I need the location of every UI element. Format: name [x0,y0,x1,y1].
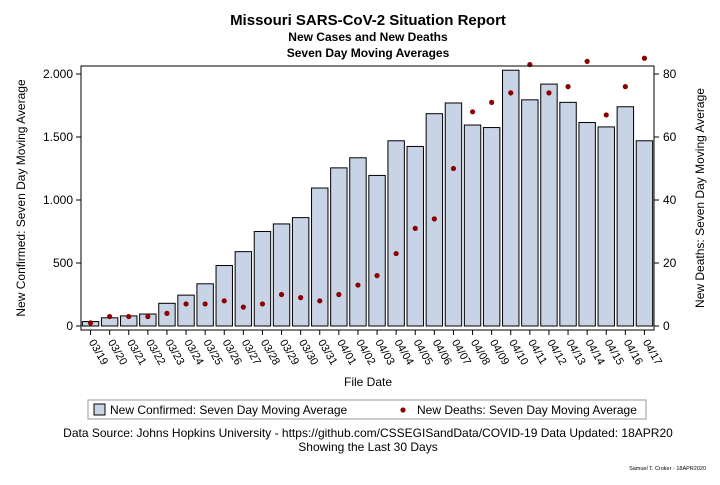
death-point [603,112,609,118]
case-bar [406,145,424,327]
left-axis-ticks: 0 500 1.000 1.500 2.000 [43,67,81,333]
left-tick-label: 1.000 [43,193,73,207]
footer-source: Data Source: Johns Hopkins University - … [63,426,673,440]
chart-title: Missouri SARS-CoV-2 Situation Report [230,12,506,29]
x-tick-label: 04/17 [640,338,664,368]
death-point [164,310,170,316]
death-point [450,165,457,172]
footer-period: Showing the Last 30 Days [298,440,437,454]
death-point [336,291,342,298]
case-bar [578,122,596,327]
death-point [259,301,266,307]
left-axis-label: New Confirmed: Seven Day Moving Average [14,79,28,317]
case-bar [559,101,577,327]
legend: New Confirmed: Seven Day Moving Average … [87,399,647,420]
death-point [298,295,304,301]
case-bar [521,99,539,327]
left-tick-label: 1.500 [43,130,73,144]
death-point [202,301,208,307]
case-bar [502,69,520,327]
death-point [546,90,552,96]
death-point [622,84,628,90]
case-bar [177,294,195,327]
death-point [221,298,227,304]
death-point [393,250,399,257]
death-point [183,301,189,307]
death-point [641,55,648,61]
plot-frame [80,65,655,331]
death-point [240,304,246,310]
case-bar [540,83,558,327]
right-tick-label: 20 [663,256,677,270]
death-points [87,55,648,326]
case-bar [635,140,654,327]
case-bar [311,187,329,327]
case-bar [272,223,291,327]
case-bar [387,140,405,327]
right-tick-label: 0 [663,319,670,333]
right-axis-ticks: 0 20 40 60 80 [654,67,677,333]
case-bar [330,167,348,327]
legend-swatch-dot [400,407,406,413]
death-point [126,313,132,320]
chart-subtitle-1: New Cases and New Deaths [288,30,448,44]
left-tick-label: 500 [53,256,73,270]
case-bar [291,217,310,327]
legend-swatch-bar [93,403,106,416]
death-point [469,109,476,115]
x-axis-label: File Date [344,375,392,389]
case-bar [234,251,253,327]
case-bar [368,174,386,327]
legend-label-cases: New Confirmed: Seven Day Moving Average [110,403,348,417]
death-point [317,298,323,304]
death-point [87,320,94,326]
death-point [355,282,361,288]
case-bar [253,231,272,327]
case-bar [597,126,615,327]
right-axis-label: New Deaths: Seven Day Moving Average [693,88,707,308]
death-point [489,99,495,105]
bars [81,69,654,327]
death-point [565,84,571,90]
chart-subtitle-2: Seven Day Moving Averages [287,46,450,60]
case-bar [349,157,367,327]
death-point [107,313,113,320]
case-bar [444,102,463,327]
death-point [431,216,437,222]
legend-box [87,399,647,420]
left-tick-label: 2.000 [43,67,73,81]
case-bar [616,106,635,327]
right-tick-label: 40 [663,193,677,207]
case-bar [215,265,233,327]
death-point [145,313,151,320]
right-tick-label: 80 [663,67,677,81]
death-point [278,291,285,298]
case-bar [482,127,501,327]
death-point [374,273,380,279]
left-tick-label: 0 [66,319,73,333]
death-point [584,58,590,64]
x-axis-ticks: 03/1903/2003/2103/2203/2303/2403/2503/26… [86,330,664,367]
case-bar [463,124,482,327]
legend-label-deaths: New Deaths: Seven Day Moving Average [417,403,637,417]
death-point [412,225,418,231]
right-tick-label: 60 [663,130,677,144]
death-point [508,90,514,96]
footer-credit: Samuel T. Croker - 18APR2020 [629,466,706,472]
